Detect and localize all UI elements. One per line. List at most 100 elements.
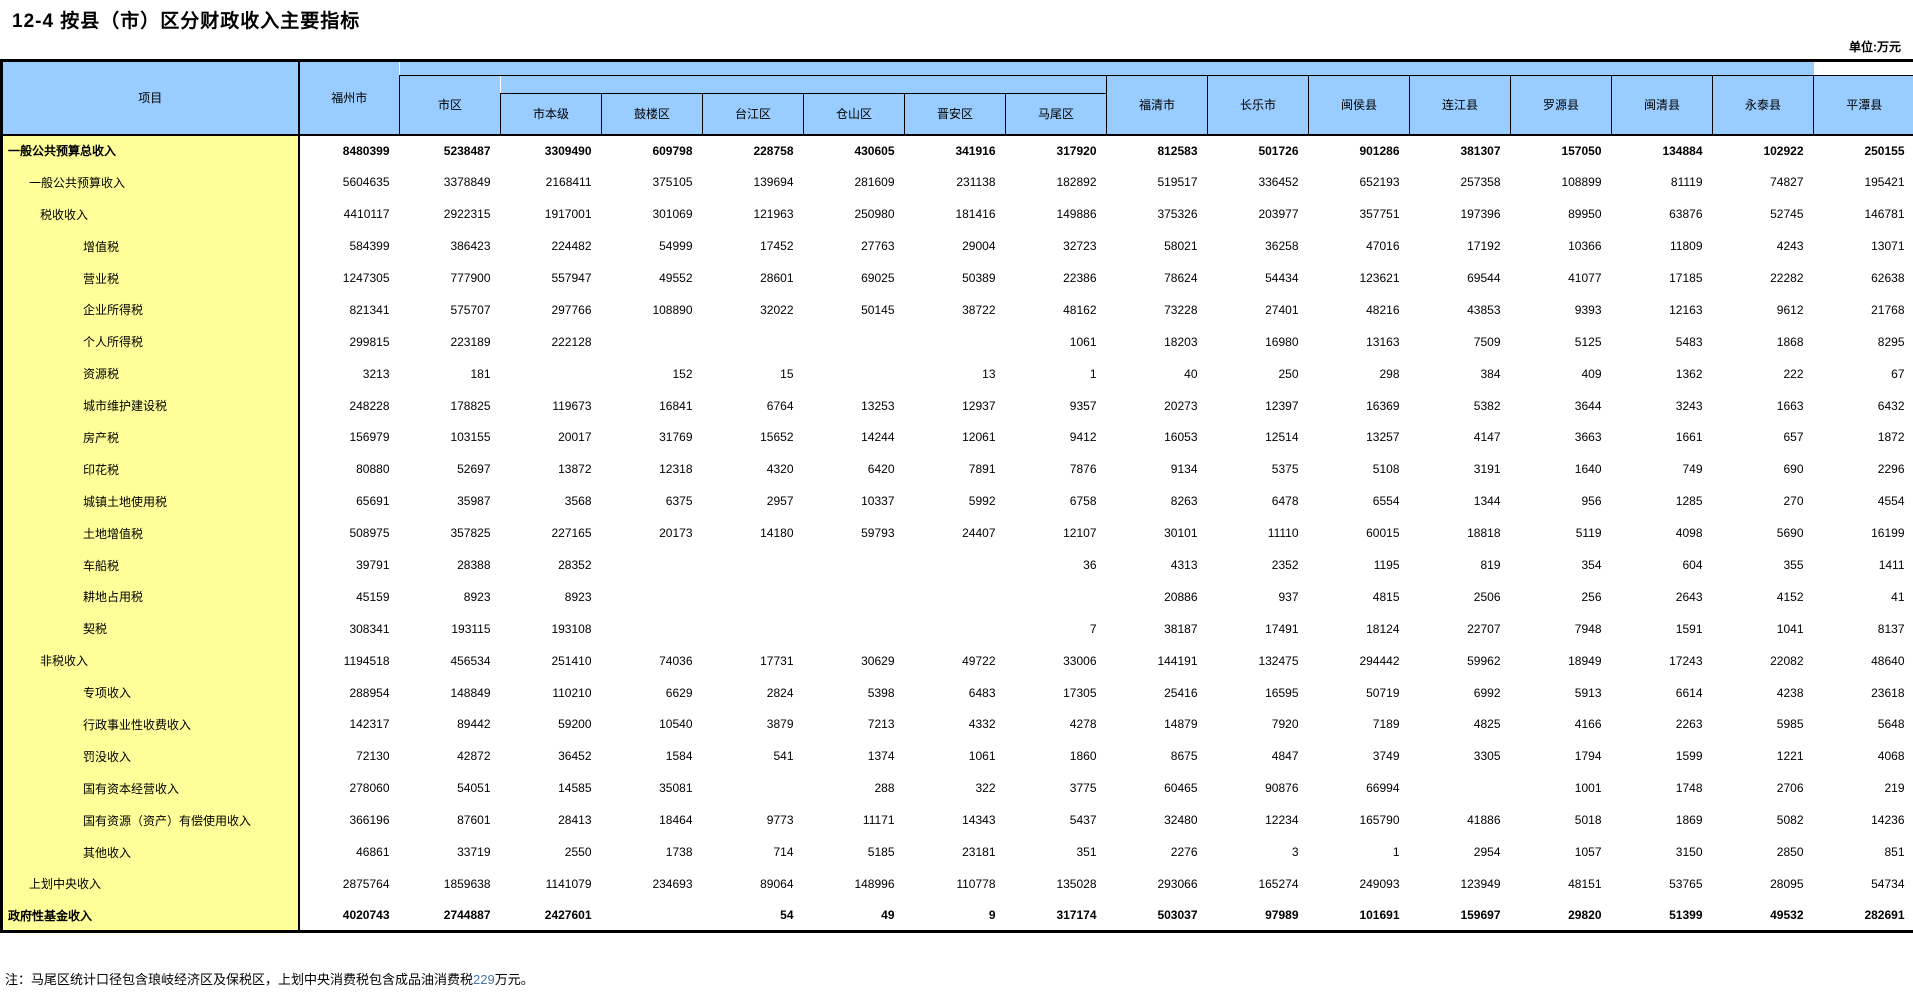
cell: 67	[1813, 357, 1913, 390]
cell: 11809	[1611, 230, 1713, 263]
cell: 298	[1308, 357, 1410, 390]
cell: 149886	[1005, 198, 1107, 231]
page-title: 12-4 按县（市）区分财政收入主要指标	[12, 11, 361, 32]
row-label: 营业税	[1, 262, 300, 294]
table-row: 营业税 1247305 777900 557947 49552 28601 69025 503…	[1, 262, 1913, 294]
cell: 13071	[1813, 230, 1913, 263]
cell: 23181	[904, 836, 1006, 868]
cell: 156979	[298, 421, 400, 454]
cell: 503037	[1106, 899, 1208, 932]
table-row: 城镇土地使用税 65691 35987 3568 6375 2957 10337 5992 67…	[1, 485, 1913, 518]
cell: 351	[1005, 836, 1107, 868]
cell: 1591	[1611, 612, 1713, 645]
row-label: 专项收入	[1, 676, 300, 709]
row-label: 车船税	[1, 549, 300, 581]
cell: 41886	[1409, 804, 1511, 837]
cell: 281609	[803, 166, 905, 199]
cell: 2922315	[399, 198, 501, 231]
cell: 119673	[500, 389, 602, 422]
cell: 336452	[1207, 166, 1309, 199]
cell: 293066	[1106, 867, 1208, 900]
cell: 17243	[1611, 644, 1713, 677]
cell: 2506	[1409, 580, 1511, 613]
cell	[803, 580, 905, 613]
cell: 609798	[601, 134, 703, 167]
cell: 14244	[803, 421, 905, 454]
cell: 49722	[904, 644, 1006, 677]
cell: 20273	[1106, 389, 1208, 422]
cell: 234693	[601, 867, 703, 900]
cell: 308341	[298, 612, 400, 645]
table-row: 一般公共预算收入 5604635 3378849 2168411 375105 13969…	[1, 166, 1913, 199]
cell: 5690	[1712, 517, 1814, 550]
cell: 2296	[1813, 453, 1913, 486]
cell: 2168411	[500, 166, 602, 199]
table-row: 印花税 80880 52697 13872 12318 4320 6420 7891 7876 9…	[1, 453, 1913, 486]
table-row: 专项收入 288954 148849 110210 6629 2824 5398 6483 17…	[1, 676, 1913, 709]
cell: 101691	[1308, 899, 1410, 932]
cell: 14879	[1106, 708, 1208, 741]
cell: 1584	[601, 740, 703, 773]
cell: 4020743	[298, 899, 400, 932]
cell: 8263	[1106, 485, 1208, 518]
cell: 5375	[1207, 453, 1309, 486]
cell: 250	[1207, 357, 1309, 390]
cell: 2427601	[500, 899, 602, 932]
cell: 6614	[1611, 676, 1713, 709]
cell: 341916	[904, 134, 1006, 167]
footnote-highlight: 229	[473, 972, 495, 987]
cell	[904, 612, 1006, 645]
cell: 3879	[702, 708, 804, 741]
column-header: 平潭县	[1813, 75, 1913, 136]
cell: 1344	[1409, 485, 1511, 518]
cell: 3305	[1409, 740, 1511, 773]
cell: 3213	[298, 357, 400, 390]
table-row: 税收收入 4410117 2922315 1917001 301069 121963 250…	[1, 198, 1913, 231]
cell: 123621	[1308, 262, 1410, 294]
cell: 30629	[803, 644, 905, 677]
cell: 73228	[1106, 293, 1208, 326]
cell: 78624	[1106, 262, 1208, 294]
cell: 25416	[1106, 676, 1208, 709]
cell: 1001	[1510, 772, 1612, 805]
cell: 2850	[1712, 836, 1814, 868]
cell: 108890	[601, 293, 703, 326]
cell: 1194518	[298, 644, 400, 677]
cell: 18818	[1409, 517, 1511, 550]
row-label: 一般公共预算总收入	[1, 134, 300, 167]
cell: 250155	[1813, 134, 1913, 167]
cell: 13253	[803, 389, 905, 422]
cell: 354	[1510, 549, 1612, 581]
cell: 15	[702, 357, 804, 390]
cell: 1661	[1611, 421, 1713, 454]
cell: 288954	[298, 676, 400, 709]
table-row: 国有资本经营收入 278060 54051 14585 35081 288 322 3775 6…	[1, 772, 1913, 805]
cell: 1	[1005, 357, 1107, 390]
cell: 219	[1813, 772, 1913, 805]
cell: 134884	[1611, 134, 1713, 167]
cell: 1748	[1611, 772, 1713, 805]
cell: 4410117	[298, 198, 400, 231]
cell: 2706	[1712, 772, 1814, 805]
cell: 21768	[1813, 293, 1913, 326]
cell: 1872	[1813, 421, 1913, 454]
cell: 123949	[1409, 867, 1511, 900]
cell: 80880	[298, 453, 400, 486]
cell: 1221	[1712, 740, 1814, 773]
column-header: 永泰县	[1712, 75, 1814, 136]
cell: 35987	[399, 485, 501, 518]
cell: 317174	[1005, 899, 1107, 932]
cell: 1794	[1510, 740, 1612, 773]
cell: 301069	[601, 198, 703, 231]
cell: 519517	[1106, 166, 1208, 199]
table-row: 城市维护建设税 248228 178825 119673 16841 6764 13253 1…	[1, 389, 1913, 422]
cell: 7891	[904, 453, 1006, 486]
cell: 777900	[399, 262, 501, 294]
cell: 18203	[1106, 325, 1208, 358]
cell	[702, 612, 804, 645]
cell: 812583	[1106, 134, 1208, 167]
cell: 110778	[904, 867, 1006, 900]
cell: 203977	[1207, 198, 1309, 231]
column-header: 闽清县	[1611, 75, 1713, 136]
cell: 6758	[1005, 485, 1107, 518]
